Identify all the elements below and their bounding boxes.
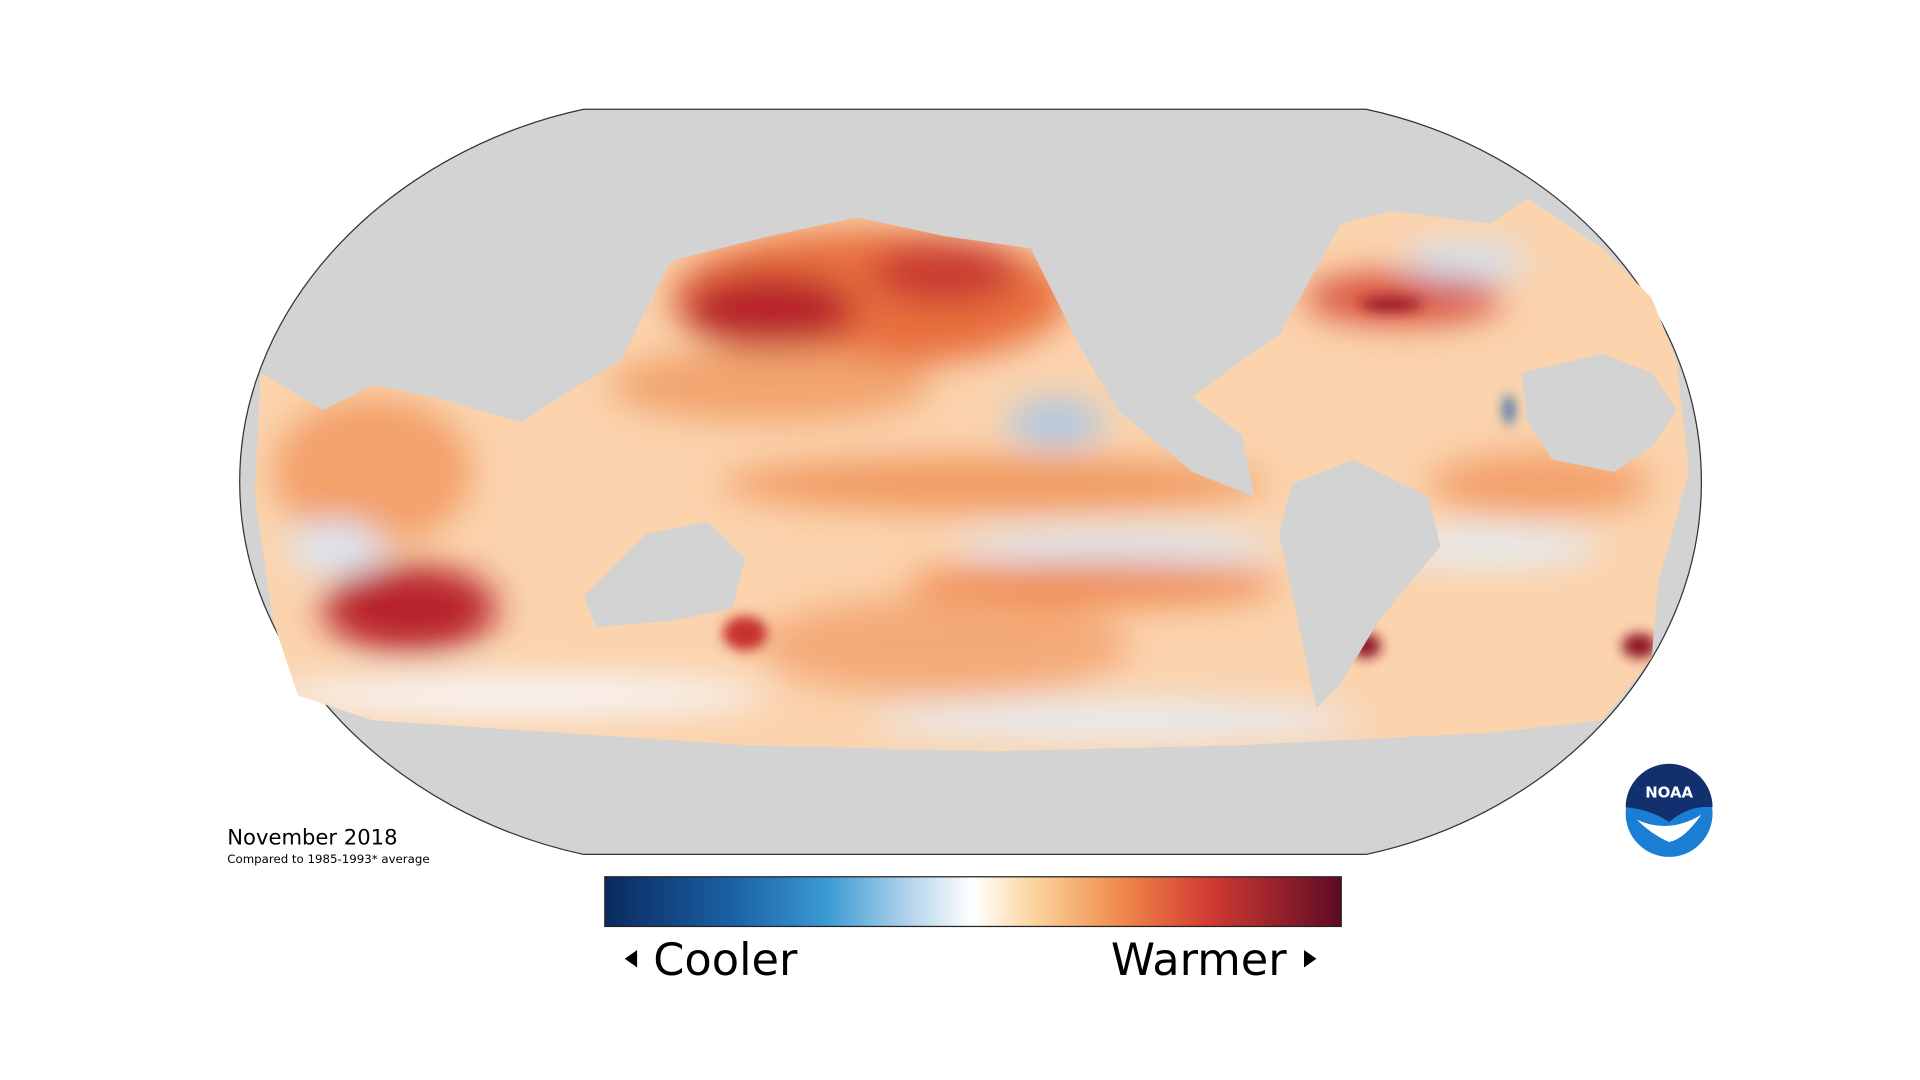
land-masses — [583, 353, 1677, 708]
baseline-note: Compared to 1985-1993* average — [227, 852, 429, 866]
map-layer: November 2018 Compared to 1985-1993* ave… — [227, 108, 1713, 986]
logo-text: NOAA — [1645, 783, 1693, 801]
noaa-logo: NOAA — [1625, 763, 1713, 857]
date-label: November 2018 — [227, 824, 397, 849]
cooler-arrow — [624, 950, 638, 968]
cooler-label: Cooler — [653, 934, 798, 986]
color-bar — [604, 876, 1342, 928]
warmer-label: Warmer — [1111, 934, 1287, 986]
warmer-arrow — [1303, 950, 1317, 968]
ocean-anomaly — [254, 198, 1689, 752]
